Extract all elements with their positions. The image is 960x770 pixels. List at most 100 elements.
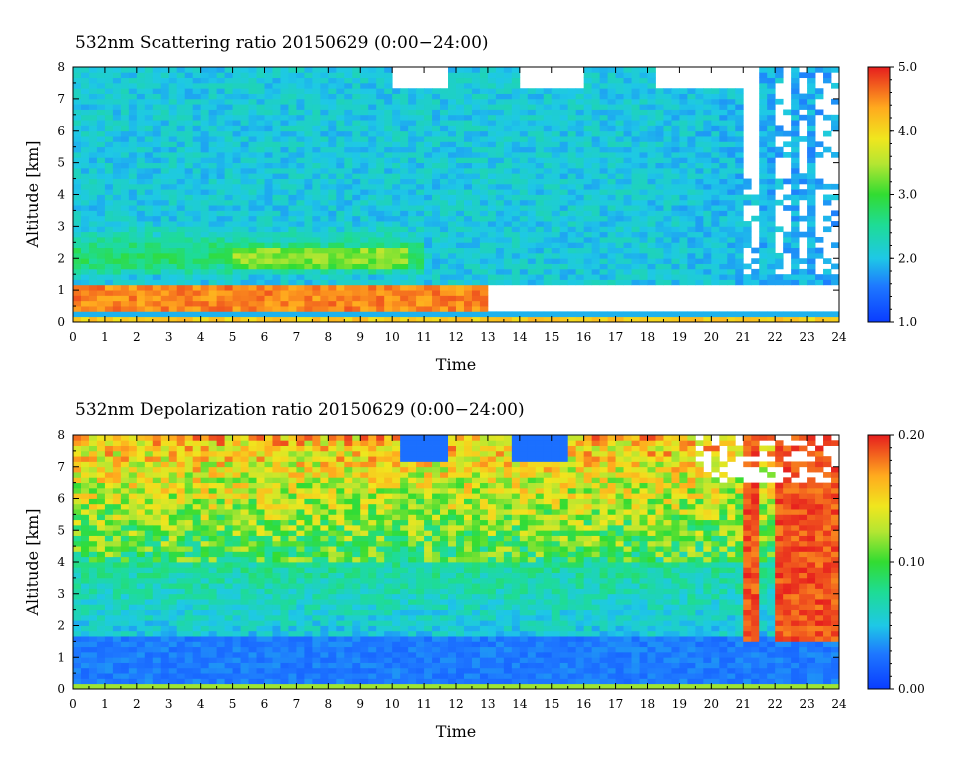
heatmap-cell [160, 487, 170, 494]
heatmap-cell [639, 205, 648, 211]
heatmap-cell [679, 258, 688, 264]
heatmap-cell [471, 295, 481, 302]
heatmap-cell [376, 226, 385, 233]
heatmap-cell [136, 509, 146, 515]
heatmap-cell [599, 183, 609, 190]
heatmap-cell [136, 572, 146, 579]
heatmap-cell [168, 77, 178, 84]
heatmap-cell [559, 237, 569, 243]
heatmap-cell [288, 205, 297, 211]
heatmap-cell [160, 226, 170, 233]
heatmap-cell [168, 662, 178, 669]
heatmap-cell [823, 268, 832, 275]
x-tick-label: 22 [768, 330, 783, 344]
heatmap-cell [416, 306, 425, 312]
heatmap-cell [112, 583, 122, 589]
heatmap-cell [112, 614, 122, 621]
heatmap-cell [424, 247, 433, 254]
heatmap-cell [456, 316, 465, 323]
heatmap-cell [663, 189, 672, 195]
heatmap-cell [535, 194, 545, 201]
heatmap-cell [495, 157, 505, 164]
heatmap-cell [160, 152, 170, 158]
heatmap-cell [663, 274, 672, 280]
heatmap-cell [280, 146, 289, 153]
heatmap-cell [807, 199, 816, 206]
heatmap-cell [152, 316, 162, 323]
heatmap-cell [152, 493, 162, 499]
heatmap-cell [448, 125, 457, 132]
heatmap-cell [703, 231, 712, 238]
heatmap-cell [783, 178, 792, 185]
y-axis-label-1: Altitude [km] [23, 140, 42, 248]
heatmap-cell [128, 503, 138, 510]
heatmap-cell [224, 189, 233, 195]
heatmap-cell [104, 472, 114, 478]
heatmap-cell [368, 237, 377, 243]
heatmap-cell [96, 673, 106, 679]
heatmap-cell [144, 546, 154, 552]
heatmap-cell [192, 189, 202, 195]
heatmap-cell [168, 519, 178, 526]
heatmap-cell [695, 189, 704, 195]
heatmap-cell [120, 556, 130, 563]
heatmap-cell [416, 120, 425, 126]
heatmap-cell [296, 93, 305, 100]
heatmap-cell [184, 588, 194, 595]
heatmap-cell [88, 683, 98, 690]
heatmap-cell [296, 120, 305, 126]
heatmap-cell [248, 284, 257, 291]
heatmap-cell [128, 498, 138, 505]
heatmap-cell [583, 215, 593, 222]
heatmap-cell [583, 183, 593, 190]
heatmap-cell [392, 221, 401, 227]
heatmap-cell [535, 146, 545, 153]
heatmap-cell [567, 173, 577, 179]
heatmap-cell [463, 88, 473, 94]
heatmap-cell [312, 279, 321, 286]
heatmap-cell [104, 678, 114, 685]
heatmap-cell [152, 284, 162, 291]
heatmap-cell [344, 237, 353, 243]
heatmap-cell [639, 268, 648, 275]
heatmap-cell [80, 445, 90, 452]
heatmap-cell [695, 146, 704, 153]
heatmap-cell [767, 146, 776, 153]
heatmap-cell [448, 247, 457, 254]
heatmap-cell [336, 178, 345, 185]
heatmap-cell [208, 98, 218, 105]
heatmap-cell [360, 268, 369, 275]
heatmap-cell [168, 673, 178, 679]
heatmap-cell [80, 667, 90, 674]
heatmap-cell [208, 242, 218, 249]
heatmap-cell [280, 274, 289, 280]
heatmap-cell [208, 146, 218, 153]
heatmap-cell [328, 306, 337, 312]
heatmap-cell [104, 599, 114, 605]
heatmap-cell [112, 221, 122, 227]
heatmap-cell [144, 263, 154, 270]
heatmap-cell [703, 274, 712, 280]
heatmap-cell [551, 258, 561, 264]
heatmap-cell [400, 237, 409, 243]
heatmap-cell [424, 274, 433, 280]
heatmap-cell [647, 157, 656, 164]
heatmap-cell [448, 93, 457, 100]
heatmap-cell [352, 205, 361, 211]
heatmap-cell [807, 316, 816, 323]
x-tick-label: 2 [133, 330, 141, 344]
heatmap-cell [176, 572, 186, 579]
heatmap-cell [527, 130, 537, 137]
heatmap-cell [559, 210, 569, 217]
heatmap-cell [304, 242, 313, 249]
heatmap-cell [583, 167, 593, 174]
heatmap-cell [200, 67, 210, 73]
heatmap-cell [344, 194, 353, 201]
heatmap-cell [96, 93, 106, 100]
heatmap-cell [320, 173, 329, 179]
heatmap-cell [128, 646, 138, 653]
heatmap-cell [799, 72, 808, 79]
heatmap-cell [695, 173, 704, 179]
heatmap-cell [120, 440, 130, 446]
heatmap-cell [583, 125, 593, 132]
